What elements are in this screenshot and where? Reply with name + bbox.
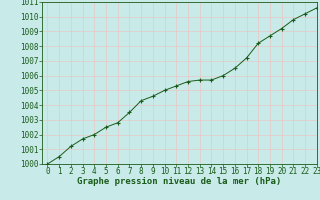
X-axis label: Graphe pression niveau de la mer (hPa): Graphe pression niveau de la mer (hPa) xyxy=(77,177,281,186)
